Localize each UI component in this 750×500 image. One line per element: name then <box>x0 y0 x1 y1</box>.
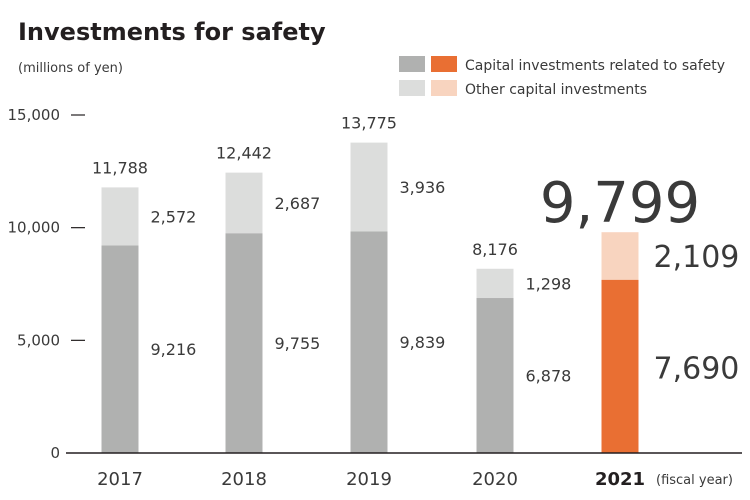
bar-other-2021 <box>601 232 639 280</box>
bar-safety-2018 <box>225 233 263 453</box>
value-label-other-2017: 2,572 <box>151 207 197 226</box>
x-axis-unit: (fiscal year) <box>656 473 733 488</box>
bars <box>101 142 639 453</box>
bar-safety-2020 <box>476 298 514 453</box>
y-tick-label: 15,000 <box>8 106 61 124</box>
bar-other-2020 <box>476 268 514 299</box>
value-label-safety-2019: 9,839 <box>400 333 446 352</box>
x-tick-label-2020: 2020 <box>472 469 518 490</box>
y-axis: 0 5,000 10,000 15,000 <box>8 106 85 462</box>
legend-swatch-safety <box>399 56 425 72</box>
value-label-safety-2017: 9,216 <box>151 340 197 359</box>
bar-other-2017 <box>101 187 139 246</box>
value-label-safety-2020: 6,878 <box>526 367 572 386</box>
legend-label-other: Other capital investments <box>465 82 647 98</box>
value-label-other-2018: 2,687 <box>275 194 321 213</box>
legend-label-safety: Capital investments related to safety <box>465 58 725 74</box>
x-tick-label-2017: 2017 <box>97 469 143 490</box>
x-tick-label-2019: 2019 <box>346 469 392 490</box>
value-label-safety-2021: 7,690 <box>654 351 740 386</box>
legend-swatch-other <box>399 80 425 96</box>
bar-safety-2017 <box>101 245 139 453</box>
total-label-2018: 12,442 <box>216 144 272 163</box>
y-tick-label: 5,000 <box>17 331 60 349</box>
x-tick-label-2021: 2021 <box>595 469 645 490</box>
x-tick-label-2018: 2018 <box>221 469 267 490</box>
value-label-safety-2018: 9,755 <box>275 334 321 353</box>
value-labels: 9,216 2,572 11,788 9,755 2,687 12,442 9,839 3,9… <box>92 114 739 387</box>
total-label-2021: 9,799 <box>540 171 700 236</box>
bar-safety-2019 <box>350 231 388 453</box>
value-label-other-2021: 2,109 <box>654 240 740 275</box>
y-tick-label: 10,000 <box>8 219 61 237</box>
total-label-2020: 8,176 <box>472 240 518 259</box>
value-label-other-2019: 3,936 <box>400 178 446 197</box>
bar-other-2019 <box>350 142 388 232</box>
chart-title: Investments for safety <box>18 18 326 46</box>
value-label-other-2020: 1,298 <box>526 274 572 293</box>
legend-swatch-safety-highlight <box>431 56 457 72</box>
bar-other-2018 <box>225 172 263 234</box>
unit-label: (millions of yen) <box>18 61 123 76</box>
y-tick-label: 0 <box>50 444 60 462</box>
bar-safety-2021 <box>601 279 639 453</box>
x-axis: 2017 2018 2019 2020 2021 <box>97 469 645 490</box>
legend: Capital investments related to safety Ot… <box>399 56 725 98</box>
total-label-2017: 11,788 <box>92 158 148 177</box>
legend-swatch-other-highlight <box>431 80 457 96</box>
total-label-2019: 13,775 <box>341 114 397 133</box>
